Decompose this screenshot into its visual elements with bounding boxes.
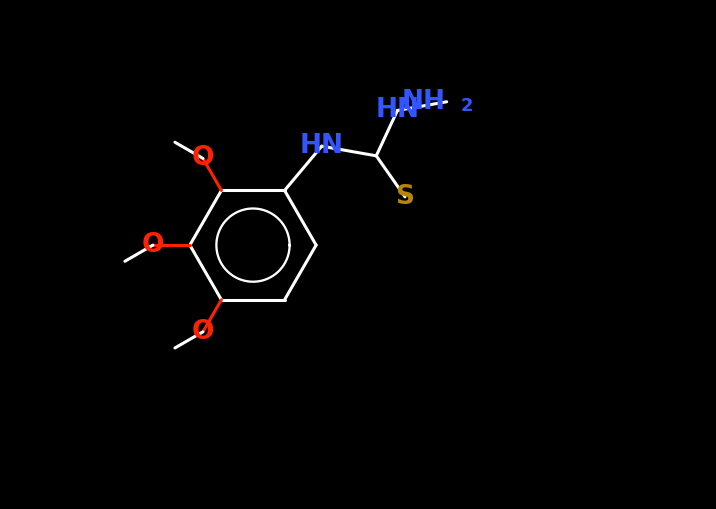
Text: O: O	[192, 319, 214, 345]
Text: HN: HN	[300, 133, 344, 159]
Text: 2: 2	[460, 97, 473, 115]
Text: NH: NH	[401, 89, 445, 115]
Text: HN: HN	[375, 97, 420, 124]
Text: O: O	[192, 146, 214, 172]
Text: S: S	[395, 184, 415, 210]
Text: O: O	[142, 232, 164, 258]
